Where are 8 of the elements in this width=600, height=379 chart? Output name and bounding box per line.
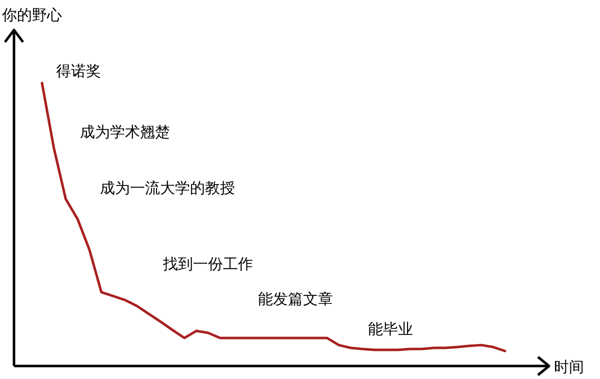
xlabel: 时间 xyxy=(554,359,584,376)
annotation: 成为学术翘楚 xyxy=(80,124,170,141)
annotation: 成为一流大学的教授 xyxy=(100,180,235,197)
annotation: 找到一份工作 xyxy=(163,256,253,273)
annotation: 能毕业 xyxy=(368,321,413,338)
annotation: 得诺奖 xyxy=(56,63,101,80)
annotation: 能发篇文章 xyxy=(258,291,333,308)
ylabel: 你的野心 xyxy=(2,7,62,24)
